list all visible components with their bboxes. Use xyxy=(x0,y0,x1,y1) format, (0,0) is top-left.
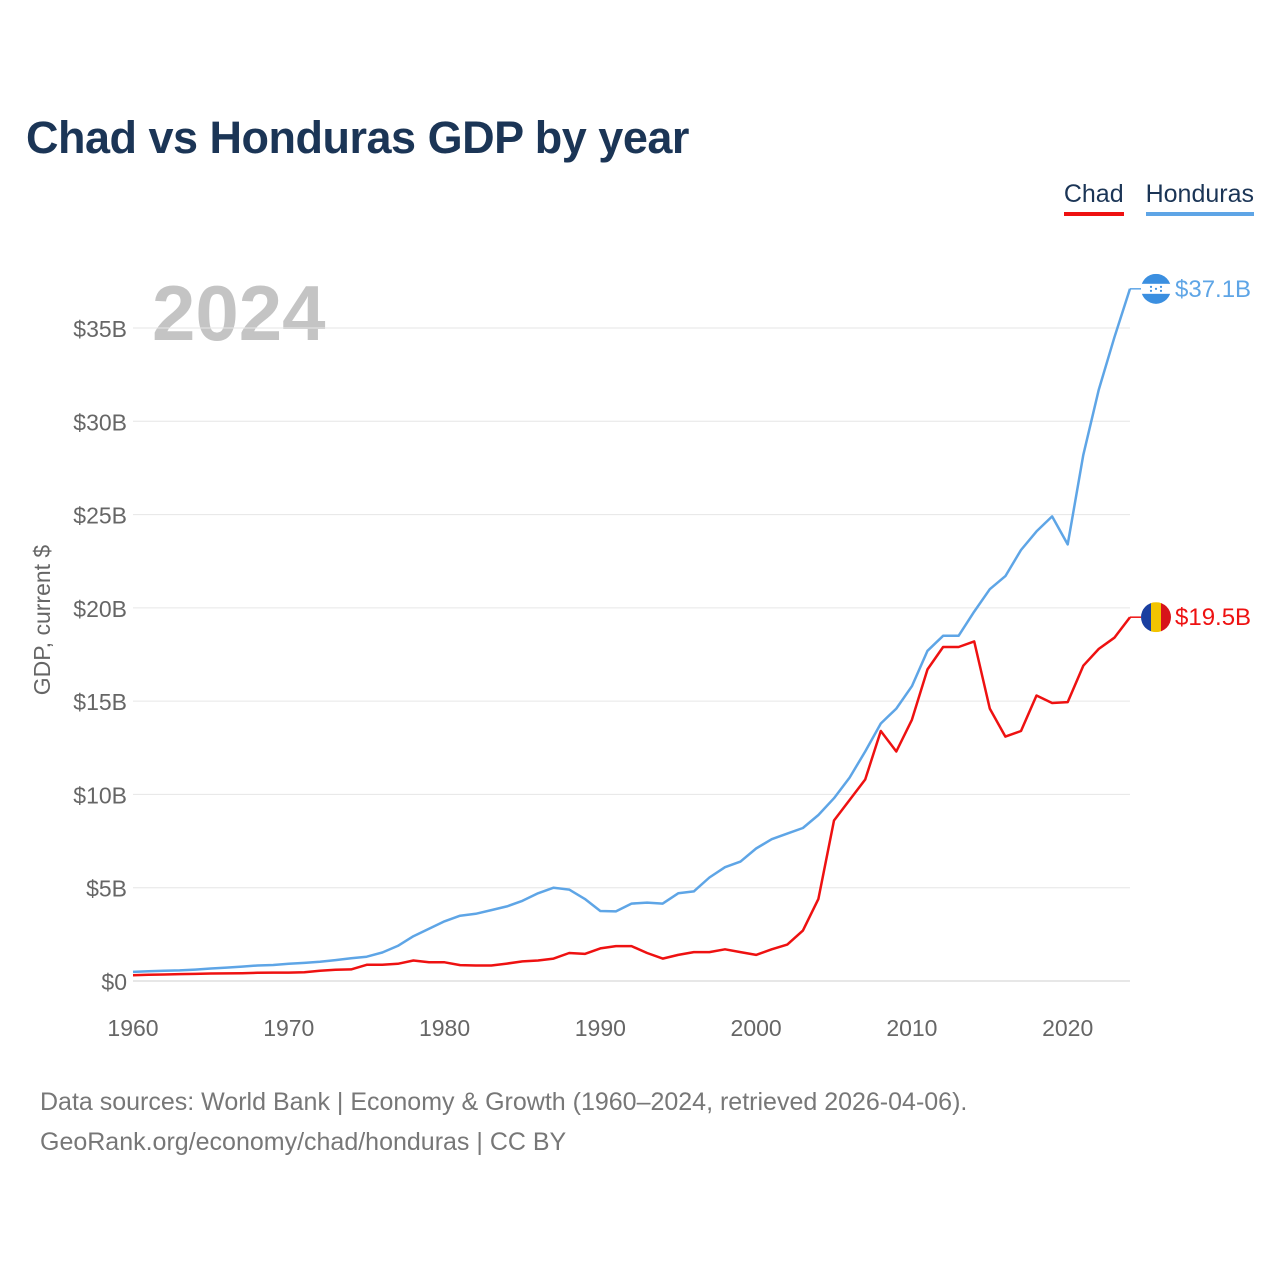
footer-attribution: GeoRank.org/economy/chad/honduras | CC B… xyxy=(40,1128,567,1156)
y-tick-label: $30B xyxy=(73,409,127,435)
y-tick-label: $10B xyxy=(73,782,127,808)
gdp-line-chart: 2024 $0$5B$10B$15B$20B$25B$30B$35B 1960 1… xyxy=(29,269,1251,1041)
legend-item-honduras[interactable]: Honduras xyxy=(1145,180,1254,216)
series-line-chad xyxy=(132,616,1131,977)
grid-layer xyxy=(133,327,1130,982)
y-tick-label: $25B xyxy=(73,503,127,529)
end-value-label-chad: $19.5B xyxy=(1175,604,1251,631)
y-tick-label: $35B xyxy=(73,316,127,342)
legend: Chad Honduras xyxy=(1063,180,1254,216)
x-tick-label: 1960 xyxy=(107,1015,158,1041)
x-tick-label: 1970 xyxy=(263,1015,314,1041)
chad-flag-icon xyxy=(1141,602,1171,633)
chart-title: Chad vs Honduras GDP by year xyxy=(26,112,689,163)
y-tick-label: $5B xyxy=(86,876,127,902)
x-tick-label: 1990 xyxy=(575,1015,626,1041)
x-tick-label: 2010 xyxy=(886,1015,937,1041)
y-tick-label: $15B xyxy=(73,689,127,715)
year-watermark: 2024 xyxy=(152,269,326,357)
y-tick-label: $0 xyxy=(101,969,127,995)
footer-sources: Data sources: World Bank | Economy & Gro… xyxy=(40,1088,968,1116)
x-axis: 1960 1970 1980 1990 2000 2010 2020 xyxy=(107,1015,1093,1041)
x-tick-label: 2020 xyxy=(1042,1015,1093,1041)
series-line-honduras xyxy=(132,288,1132,974)
end-labels: $19.5B $37.1B xyxy=(1130,273,1251,633)
series-layer xyxy=(132,288,1132,977)
honduras-flag-icon xyxy=(1141,273,1171,304)
x-tick-label: 2000 xyxy=(731,1015,782,1041)
end-value-label-honduras: $37.1B xyxy=(1175,276,1251,303)
legend-item-chad[interactable]: Chad xyxy=(1063,180,1124,216)
x-tick-label: 1980 xyxy=(419,1015,470,1041)
y-axis: $0 $5B $10B $15B $20B $25B $30B $35B xyxy=(73,316,127,995)
y-axis-title: GDP, current $ xyxy=(29,545,55,696)
footer: Data sources: World Bank | Economy & Gro… xyxy=(40,1082,967,1162)
y-tick-label: $20B xyxy=(73,596,127,622)
